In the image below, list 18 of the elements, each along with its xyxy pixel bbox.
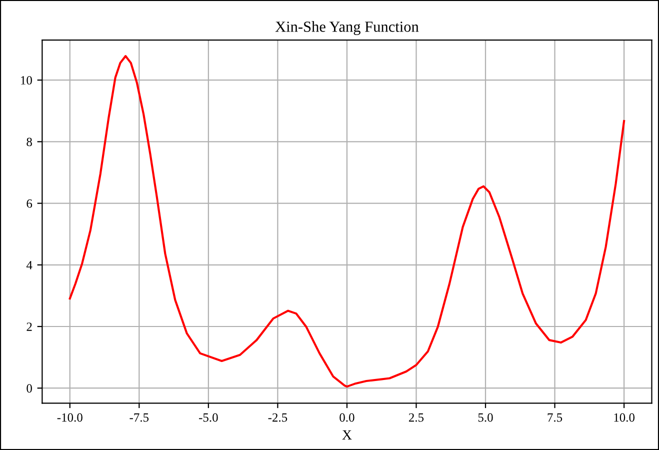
x-tick-label: -7.5 xyxy=(130,413,149,422)
x-tick-label: 2.5 xyxy=(408,413,424,422)
y-tick-label: 6 xyxy=(26,199,32,208)
x-axis-title: X xyxy=(342,430,352,440)
y-tick-label: 0 xyxy=(26,384,32,393)
x-tick-label: 7.5 xyxy=(548,413,562,422)
y-tick-label: 2 xyxy=(26,322,32,331)
x-tick-label: 0.0 xyxy=(340,413,354,422)
x-tick-label: -5.0 xyxy=(198,413,218,422)
x-tick-label: 5.0 xyxy=(478,413,493,422)
x-tick-label: -10.0 xyxy=(57,413,82,422)
line-series xyxy=(68,55,626,388)
x-tick-label: 10.0 xyxy=(614,413,635,422)
y-tick-label: 10 xyxy=(21,76,32,85)
chart-title: Xin-She Yang Function xyxy=(275,21,419,36)
x-tick-label: -2.5 xyxy=(268,413,288,422)
y-tick-label: 8 xyxy=(26,138,32,146)
y-tick-label: 4 xyxy=(26,261,32,270)
